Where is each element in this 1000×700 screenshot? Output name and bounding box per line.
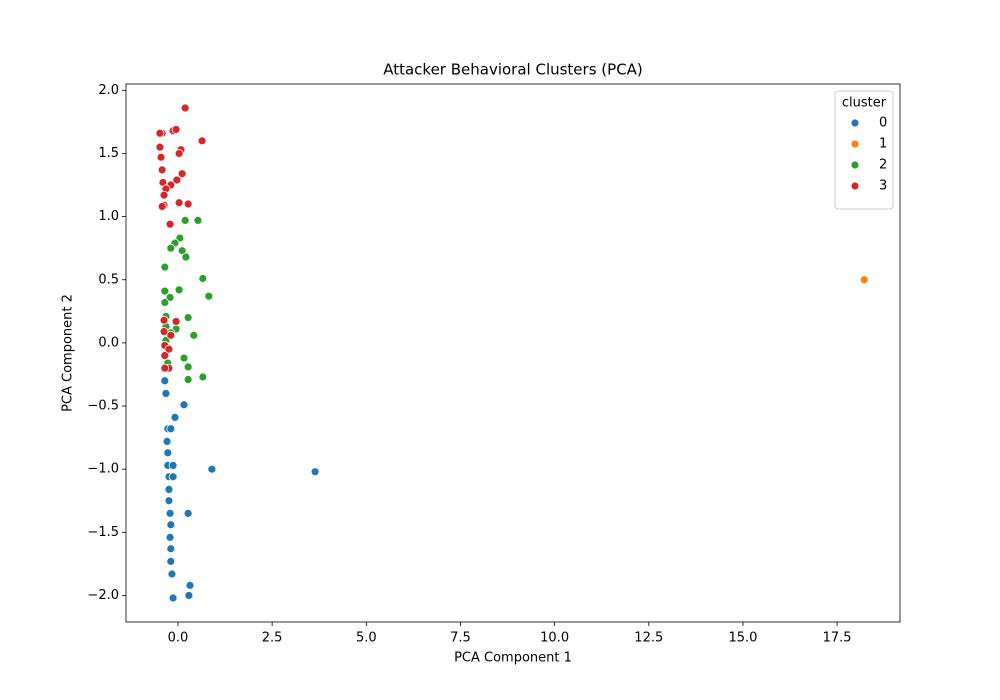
point [859,275,869,285]
point [155,142,165,152]
point [310,467,320,477]
point [165,293,175,302]
point [189,330,199,340]
legend-label: 2 [879,158,887,173]
point [165,219,175,229]
x-tick-label: 12.5 [634,631,663,646]
point [160,262,170,272]
point [160,351,170,360]
point [180,103,190,113]
point [193,215,203,225]
y-tick-label: 0.5 [98,272,119,287]
point [179,400,189,410]
y-axis-label: PCA Component 2 [61,294,76,412]
y-tick-label: 1.0 [98,209,119,224]
point [155,128,165,138]
x-axis-label: PCA Component 1 [454,651,572,666]
point [160,298,170,307]
point [174,285,184,295]
point [167,569,177,579]
point [204,291,214,301]
x-tick-label: 0.0 [168,631,189,646]
point [157,165,167,175]
legend-label: 3 [879,179,887,194]
point [168,593,178,603]
point [166,424,176,434]
point [172,175,182,185]
point [179,353,189,363]
y-tick-label: 1.5 [98,146,119,161]
point [168,472,178,482]
point [156,152,166,162]
point [159,190,169,200]
point [198,372,208,382]
point [166,243,176,253]
point [161,389,171,398]
point [183,508,193,518]
x-tick-label: 10.0 [540,631,569,646]
point [183,313,193,323]
point [170,413,180,422]
point [181,252,191,262]
point [166,556,176,566]
point [168,460,178,470]
point [164,344,174,354]
point [166,330,176,340]
point [164,484,174,494]
y-tick-label: 0.0 [98,335,119,350]
point [171,317,181,326]
point [197,136,207,146]
point [157,202,167,211]
y-tick-label: −2.0 [87,588,119,603]
point [162,437,172,446]
x-tick-label: 7.5 [450,631,471,646]
legend-marker [850,160,860,170]
legend-label: 1 [879,137,887,152]
point [166,544,176,554]
plot-frame [125,83,901,623]
chart-title: Attacker Behavioral Clusters (PCA) [383,61,643,79]
point [159,327,169,336]
point [164,496,174,506]
point [177,246,187,256]
point [183,199,193,209]
x-tick-label: 2.5 [262,631,283,646]
point [165,508,175,518]
legend-marker [850,139,860,149]
y-tick-label: −1.5 [87,525,119,540]
point [183,362,193,372]
point [160,363,170,373]
point [159,315,169,325]
point [180,215,190,225]
legend-marker [850,118,860,128]
y-tick-label: 2.0 [98,83,119,98]
point [207,464,217,474]
point [160,286,170,296]
legend-marker [850,181,860,191]
y-tick-label: −0.5 [87,399,119,414]
point [184,591,194,600]
legend-title: cluster [842,96,887,111]
point [185,580,195,590]
point [174,198,184,208]
x-tick-label: 17.5 [823,631,852,646]
legend-box [834,90,894,210]
point [166,520,176,530]
point [160,376,170,386]
x-tick-label: 5.0 [356,631,377,646]
point [198,274,208,283]
x-tick-label: 15.0 [728,631,757,646]
legend-label: 0 [879,116,887,131]
point [177,169,187,179]
y-tick-label: −1.0 [87,462,119,477]
point [174,149,184,158]
point [171,125,181,134]
point [163,448,173,458]
point [183,375,193,384]
point [165,532,175,542]
